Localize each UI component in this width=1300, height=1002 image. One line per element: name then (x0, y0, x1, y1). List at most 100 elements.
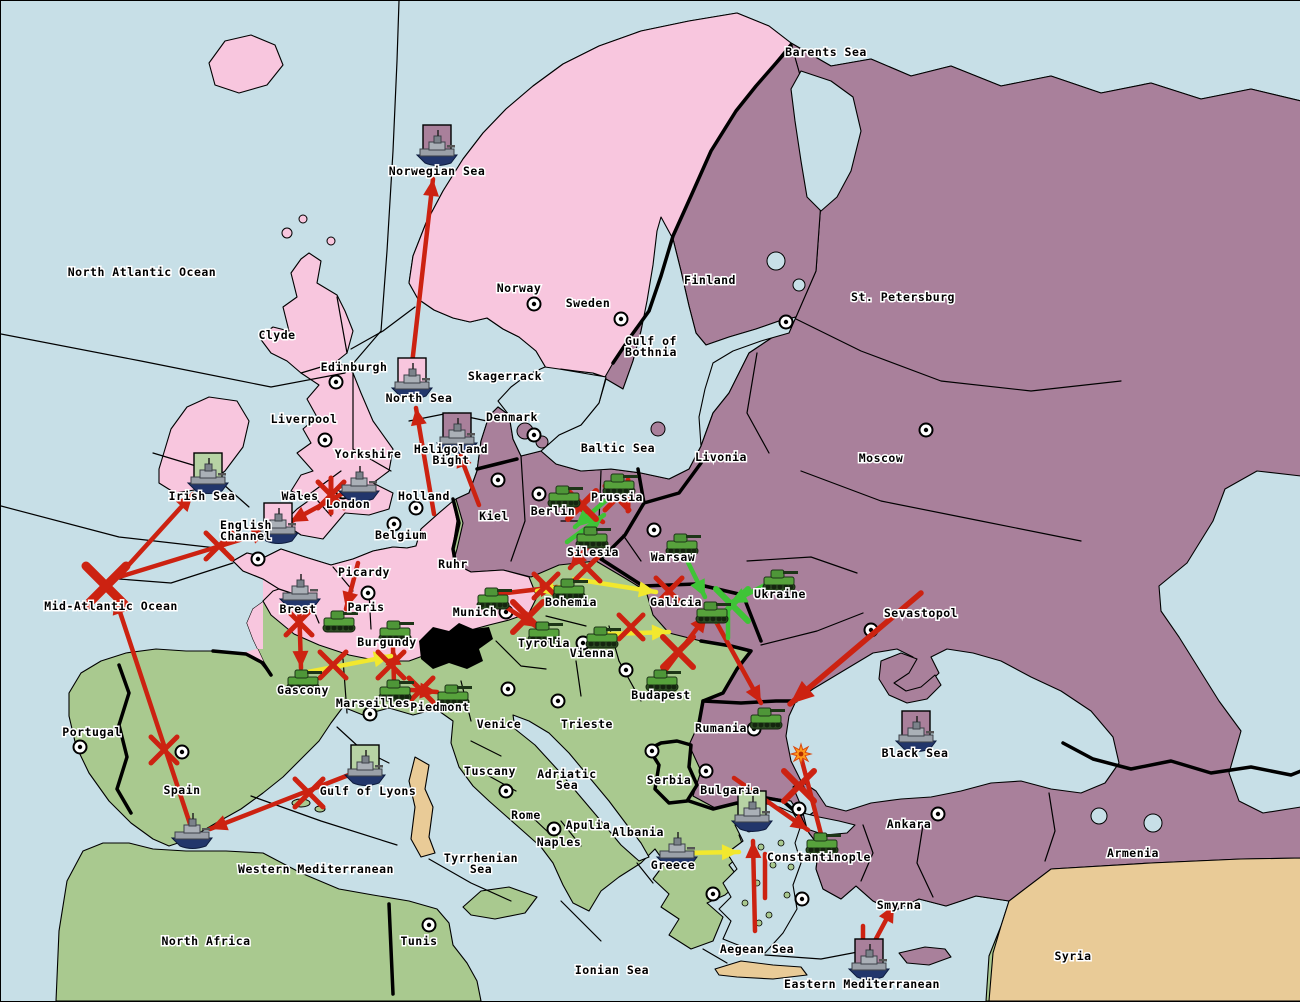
lake (1090, 807, 1108, 825)
unit-army-constantinople[interactable] (805, 832, 841, 855)
province-label-piedmont: Piedmont (410, 700, 469, 714)
order-arrow-red-1 (408, 176, 440, 376)
province-label-london: London (326, 497, 371, 511)
order-arrow-red-0 (410, 405, 437, 517)
border-line (387, 902, 395, 996)
dislodged-starburst (789, 742, 813, 766)
border-line (350, 306, 416, 350)
unit-fleet-black-sea[interactable] (894, 710, 937, 752)
order-arrow-red-19 (731, 775, 811, 833)
province-label-budapest: Budapest (631, 688, 690, 702)
border-line (118, 562, 234, 584)
province-label-north-africa: North Africa (161, 934, 250, 948)
small-isle (298, 214, 308, 224)
province-label-tuscany: Tuscany (464, 764, 516, 778)
province-label-finland: Finland (684, 273, 736, 287)
iceland (208, 34, 284, 94)
province-label-denmark: Denmark (486, 410, 538, 424)
unit-army-prussia[interactable] (602, 473, 638, 496)
unit-army-galicia[interactable] (695, 601, 731, 624)
supply-center-serbia (644, 743, 660, 759)
province-label-picardy: Picardy (338, 565, 390, 579)
unit-fleet-brest[interactable] (278, 574, 321, 610)
border-line (795, 318, 1122, 392)
sicily (462, 886, 538, 920)
unit-army-piedmont[interactable] (436, 684, 472, 707)
sea-label-mid-atlantic-ocean: Mid-Atlantic Ocean (44, 599, 178, 613)
sea-label-eastern-mediterranean: Eastern Mediterranean (784, 977, 940, 991)
unit-army-tyrolia[interactable] (527, 621, 563, 644)
order-arrow-red-2 (455, 447, 482, 508)
supply-center-warsaw (646, 522, 662, 538)
province-label-warsaw: Warsaw (651, 550, 696, 564)
border-line (545, 615, 587, 627)
unit-fleet-irish-sea[interactable] (186, 452, 229, 494)
supply-center-tunis (421, 917, 437, 933)
supply-center-spain (174, 744, 190, 760)
unit-army-warsaw[interactable] (665, 533, 701, 556)
unit-army-berlin[interactable] (547, 485, 583, 508)
unit-army-burgundy[interactable] (378, 620, 414, 643)
province-label-ankara: Ankara (887, 817, 932, 831)
unit-army-marseilles[interactable] (378, 679, 414, 702)
unit-fleet-london[interactable] (337, 466, 380, 502)
unit-army-paris[interactable] (322, 610, 358, 633)
adriatic (512, 714, 650, 862)
border-line (300, 360, 342, 374)
province-label-yorkshire: Yorkshire (335, 447, 402, 461)
unit-fleet-heligoland-bight[interactable] (435, 412, 478, 454)
failed-order-cross-4 (292, 776, 326, 810)
aegean-islet (757, 843, 765, 851)
unit-fleet-norwegian-sea[interactable] (415, 124, 458, 166)
supply-center-bulgaria (698, 763, 714, 779)
supply-center-naples (546, 821, 562, 837)
unit-army-vienna[interactable] (585, 626, 621, 649)
border-line (599, 467, 646, 561)
border-line (560, 900, 602, 942)
unit-army-ukraine[interactable] (762, 569, 798, 592)
province-label-spain: Spain (163, 783, 200, 797)
unit-army-gascony[interactable] (286, 669, 322, 692)
sea-label-north-sea: North Sea (386, 391, 453, 405)
province-label-sweden: Sweden (566, 296, 611, 310)
order-arrow-red-17 (711, 615, 764, 706)
province-label-ukraine: Ukraine (754, 587, 806, 601)
failed-order-cross-2 (81, 561, 131, 611)
failed-order-cross-6 (317, 649, 349, 681)
unit-fleet-greece[interactable] (655, 832, 698, 868)
border-line (510, 455, 526, 562)
failed-order-cross-7 (375, 649, 407, 681)
sea-label-north-atlantic-ocean: North Atlantic Ocean (68, 265, 216, 279)
border-line (622, 534, 642, 562)
unit-fleet-english-channel[interactable] (256, 502, 299, 544)
unit-army-bohemia[interactable] (552, 578, 588, 601)
province-label-liverpool: Liverpool (271, 412, 338, 426)
sea-label-english-channel: English Channel (220, 518, 272, 543)
unit-fleet-eastern-mediterranean[interactable] (847, 938, 890, 980)
province-label-paris: Paris (347, 600, 384, 614)
failed-order-cross-1 (203, 530, 235, 562)
unit-fleet-gulf-of-lyons[interactable] (343, 744, 386, 786)
unit-fleet-bulgaria-south-coast[interactable] (730, 790, 773, 832)
unit-fleet-spain-south-coast[interactable] (170, 813, 213, 849)
unit-army-munich[interactable] (476, 587, 512, 610)
crete (714, 960, 808, 980)
sea-label-irish-sea: Irish Sea (169, 489, 236, 503)
crimea (878, 652, 942, 704)
sea-label-adriatic-sea: Adriatic Sea (537, 767, 596, 792)
aegean-islet (741, 899, 749, 907)
unit-fleet-north-sea[interactable] (390, 357, 433, 399)
province-label-tyrolia: Tyrolia (518, 636, 570, 650)
supply-center-constantinople (791, 801, 807, 817)
failed-order-cross-17 (781, 768, 817, 804)
unit-army-rumania[interactable] (749, 707, 785, 730)
province-label-ruhr: Ruhr (438, 557, 468, 571)
province-label-vienna: Vienna (570, 646, 615, 660)
border-line (800, 470, 1082, 542)
order-arrow-red-9 (342, 560, 361, 612)
unit-army-budapest[interactable] (645, 669, 681, 692)
ireland (158, 396, 250, 494)
unit-army-silesia[interactable] (575, 526, 611, 549)
